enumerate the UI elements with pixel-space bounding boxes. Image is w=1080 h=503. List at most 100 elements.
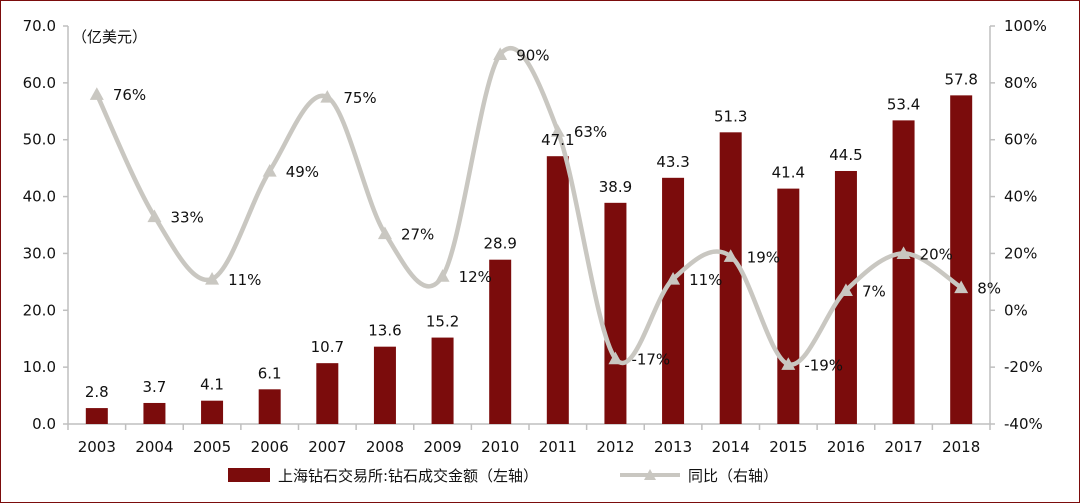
bar-value-label: 4.1 bbox=[200, 376, 224, 394]
bar bbox=[719, 132, 742, 424]
yoy-marker bbox=[320, 90, 335, 103]
yoy-value-label: 90% bbox=[516, 46, 549, 64]
bar-value-label: 43.3 bbox=[656, 153, 689, 171]
right-axis-tick-label: 80% bbox=[1004, 74, 1037, 92]
bar bbox=[373, 346, 396, 424]
bar bbox=[892, 120, 915, 424]
left-axis-unit-label: （亿美元） bbox=[72, 28, 147, 46]
yoy-line bbox=[94, 45, 963, 367]
bar bbox=[316, 363, 339, 424]
yoy-marker bbox=[89, 87, 104, 100]
bar bbox=[950, 95, 973, 424]
yoy-marker bbox=[838, 283, 853, 296]
yoy-value-label: 33% bbox=[170, 208, 203, 226]
right-axis-tick-label: 20% bbox=[1004, 244, 1037, 262]
x-axis-tick-label: 2004 bbox=[135, 438, 173, 456]
yoy-marker bbox=[262, 163, 277, 177]
yoy-value-label: 11% bbox=[228, 271, 261, 289]
bar-value-label: 47.1 bbox=[541, 131, 574, 149]
yoy-value-label: 76% bbox=[113, 86, 146, 104]
left-axis-tick-label: 20.0 bbox=[23, 301, 56, 319]
x-axis-tick-label: 2017 bbox=[884, 438, 922, 456]
bar-value-label: 2.8 bbox=[85, 383, 109, 401]
left-axis-tick-label: 40.0 bbox=[23, 188, 56, 206]
x-axis-tick-label: 2018 bbox=[942, 438, 980, 456]
left-axis-tick-label: 10.0 bbox=[23, 358, 56, 376]
right-axis-tick-label: 40% bbox=[1004, 188, 1037, 206]
x-axis-tick-label: 2008 bbox=[366, 438, 404, 456]
yoy-value-label: 27% bbox=[401, 226, 434, 244]
bar-value-label: 3.7 bbox=[143, 378, 167, 396]
yoy-marker bbox=[377, 226, 392, 240]
bar bbox=[777, 188, 800, 424]
yoy-marker bbox=[205, 272, 220, 285]
x-axis-tick-label: 2016 bbox=[827, 438, 865, 456]
yoy-marker bbox=[493, 47, 508, 61]
bar bbox=[201, 400, 224, 424]
bar bbox=[489, 259, 512, 424]
yoy-value-label: -17% bbox=[631, 351, 670, 369]
x-axis-tick-label: 2014 bbox=[712, 438, 750, 456]
bar-value-label: 44.5 bbox=[829, 146, 862, 164]
yoy-marker bbox=[147, 209, 162, 223]
yoy-marker bbox=[666, 272, 681, 285]
bar-value-label: 15.2 bbox=[426, 313, 459, 331]
bar bbox=[258, 389, 281, 424]
bar-value-label: 53.4 bbox=[887, 95, 920, 113]
yoy-value-label: 8% bbox=[977, 280, 1001, 298]
x-axis-tick-label: 2005 bbox=[193, 438, 231, 456]
x-axis-tick-label: 2006 bbox=[251, 438, 289, 456]
yoy-marker bbox=[954, 280, 969, 294]
right-axis-tick-label: -40% bbox=[1004, 415, 1043, 433]
bar-value-label: 10.7 bbox=[311, 338, 344, 356]
bar-value-label: 41.4 bbox=[772, 164, 805, 182]
bar bbox=[546, 156, 569, 424]
yoy-marker bbox=[781, 357, 796, 370]
yoy-value-label: 63% bbox=[574, 123, 607, 141]
bar-value-label: 57.8 bbox=[944, 70, 977, 88]
left-axis-tick-label: 0.0 bbox=[32, 415, 56, 433]
bar bbox=[85, 408, 108, 424]
bar-value-label: 28.9 bbox=[483, 235, 516, 253]
line-series bbox=[89, 45, 969, 370]
left-axis-tick-label: 50.0 bbox=[23, 131, 56, 149]
yoy-marker bbox=[896, 246, 911, 260]
x-axis-tick-label: 2012 bbox=[596, 438, 634, 456]
bar-value-label: 38.9 bbox=[599, 178, 632, 196]
right-axis-tick-label: 100% bbox=[1004, 17, 1047, 35]
yoy-value-label: 75% bbox=[343, 89, 376, 107]
x-axis-tick-label: 2013 bbox=[654, 438, 692, 456]
yoy-value-label: 12% bbox=[459, 268, 492, 286]
bar-value-label: 6.1 bbox=[258, 364, 282, 382]
x-axis-tick-label: 2010 bbox=[481, 438, 519, 456]
bar-value-label: 13.6 bbox=[368, 322, 401, 340]
yoy-marker bbox=[435, 269, 450, 282]
bar-value-label: 51.3 bbox=[714, 107, 747, 125]
yoy-marker bbox=[550, 124, 565, 137]
yoy-value-label: 7% bbox=[862, 282, 886, 300]
x-axis-tick-label: 2011 bbox=[539, 438, 577, 456]
x-axis-tick-label: 2003 bbox=[78, 438, 116, 456]
bar bbox=[604, 202, 627, 424]
legend-line-label: 同比（右轴） bbox=[688, 467, 778, 485]
axes: 0.0 10.0 20.0 30.0 40.0 50.0 60.0 70.0 -40% -20% 0… bbox=[23, 17, 1047, 456]
yoy-marker bbox=[608, 351, 623, 365]
left-axis-tick-label: 60.0 bbox=[23, 74, 56, 92]
legend-bar-label: 上海钻石交易所:钻石成交金额（左轴） bbox=[278, 467, 538, 485]
bar bbox=[834, 170, 857, 424]
bar bbox=[662, 177, 685, 424]
right-axis-tick-label: 0% bbox=[1004, 301, 1028, 319]
legend-bar-swatch bbox=[228, 468, 270, 482]
right-axis-tick-label: 60% bbox=[1004, 131, 1037, 149]
legend: 上海钻石交易所:钻石成交金额（左轴） 同比（右轴） bbox=[228, 467, 778, 485]
bar bbox=[143, 402, 166, 424]
yoy-value-label: 49% bbox=[286, 163, 319, 181]
yoy-value-label: 11% bbox=[689, 271, 722, 289]
legend-triangle-marker bbox=[644, 469, 656, 480]
yoy-marker bbox=[723, 249, 738, 262]
x-axis-tick-label: 2007 bbox=[308, 438, 346, 456]
yoy-value-label: 20% bbox=[920, 245, 953, 263]
bar-series bbox=[85, 95, 973, 424]
